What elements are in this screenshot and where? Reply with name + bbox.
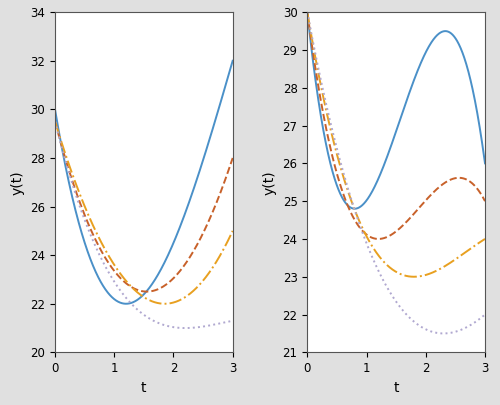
Y-axis label: y(t): y(t): [10, 170, 24, 194]
X-axis label: t: t: [141, 381, 146, 394]
Y-axis label: y(t): y(t): [263, 170, 277, 194]
X-axis label: t: t: [394, 381, 399, 394]
